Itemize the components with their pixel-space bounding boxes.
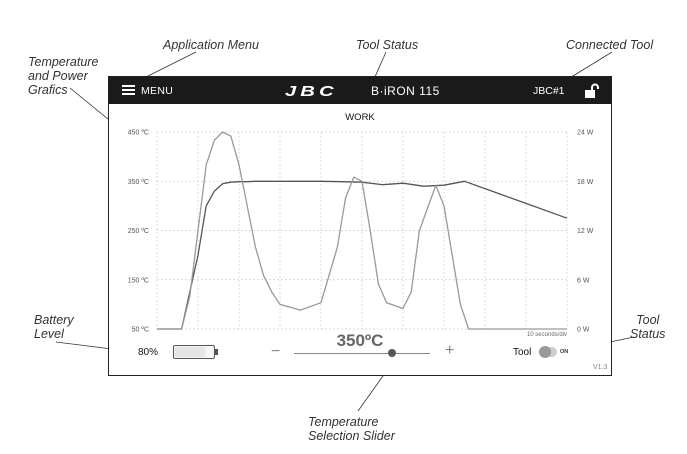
- callout-battery-line1: Battery: [34, 313, 74, 327]
- power-series-line: [157, 131, 567, 330]
- left-axis-tick-label: 150 ºC: [128, 277, 149, 284]
- right-axis-tick-label: 6 W: [577, 277, 590, 284]
- unlocked-padlock-icon[interactable]: [583, 83, 599, 99]
- temperature-slider-thumb[interactable]: [388, 349, 397, 357]
- hamburger-menu-icon[interactable]: [122, 85, 135, 95]
- callout-tool-status-right: Tool Status: [630, 313, 665, 341]
- increase-temperature-button[interactable]: +: [445, 342, 455, 359]
- connected-tool-id[interactable]: JBC#1: [533, 85, 565, 97]
- callout-temp-power-line1: Temperature: [28, 55, 99, 69]
- brand-logo: JBC: [285, 83, 338, 100]
- temperature-setpoint: 350ºC: [336, 331, 384, 350]
- x-axis-scale-label: 10 seconds/div: [527, 332, 567, 338]
- callout-temperature-slider: Temperature Selection Slider: [308, 415, 395, 443]
- callout-application-menu: Application Menu: [163, 38, 259, 52]
- tool-toggle-state: ON: [560, 349, 569, 355]
- battery-fill: [175, 347, 206, 357]
- tool-toggle-label: Tool: [513, 347, 532, 358]
- device-screen: MENU JBC B·iRON 115 JBC#1 WORK 450 ºC 24 …: [108, 76, 612, 376]
- top-bar: MENU JBC B·iRON 115 JBC#1: [109, 77, 611, 104]
- tool-toggle-switch[interactable]: [539, 346, 557, 358]
- callout-slider-line1: Temperature: [308, 415, 379, 429]
- callout-tool-status-right-line1: Tool: [636, 313, 660, 327]
- callout-temp-power-graphics: Temperature and Power Grafics: [28, 55, 98, 97]
- menu-button-label[interactable]: MENU: [141, 85, 174, 97]
- decrease-temperature-button[interactable]: −: [271, 343, 281, 360]
- right-axis-tick-label: 18 W: [577, 179, 594, 186]
- tool-status-text: WORK: [345, 112, 375, 123]
- right-axis-tick-label: 0 W: [577, 327, 590, 334]
- callout-temp-power-line3: Grafics: [28, 83, 68, 97]
- battery-tip: [215, 349, 218, 355]
- temperature-slider-track[interactable]: [294, 353, 430, 354]
- callout-battery-line2: Level: [34, 327, 64, 341]
- temperature-power-chart: 450 ºC 24 W 350 ºC 18 W 250 ºC 12 W 150 ºC 6 W 5…: [128, 130, 594, 339]
- battery-icon: [173, 345, 218, 359]
- left-axis-tick-label: 250 ºC: [128, 228, 149, 235]
- temperature-series-line: [157, 180, 568, 330]
- callout-tool-status-top: Tool Status: [356, 38, 419, 52]
- callout-connected-tool: Connected Tool: [566, 38, 654, 52]
- right-axis-tick-label: 24 W: [577, 130, 594, 137]
- callout-temp-power-line2: and Power: [28, 69, 88, 83]
- left-axis-tick-label: 350 ºC: [128, 179, 149, 186]
- left-axis-tick-label: 50 ºC: [132, 327, 149, 334]
- callout-tool-status-right-line2: Status: [630, 327, 666, 341]
- left-axis-tick-label: 450 ºC: [128, 130, 149, 137]
- firmware-version: V1.3: [593, 364, 608, 371]
- tool-toggle-knob: [539, 346, 551, 358]
- callout-battery-level: Battery Level: [34, 313, 74, 341]
- battery-percentage: 80%: [138, 347, 159, 358]
- model-name: B·iRON 115: [371, 84, 440, 98]
- callout-slider-line2: Selection Slider: [308, 429, 395, 443]
- right-axis-tick-label: 12 W: [577, 228, 594, 235]
